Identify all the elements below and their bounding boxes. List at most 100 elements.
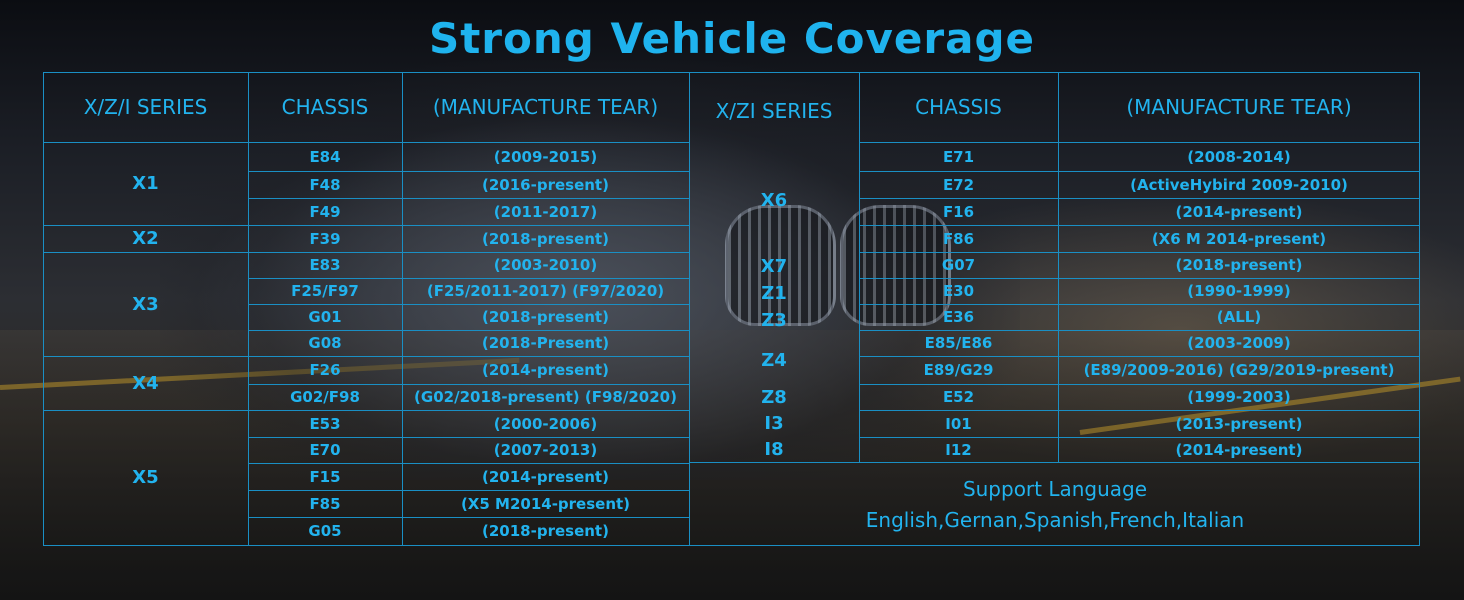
right-series-cell: I8 <box>764 439 784 460</box>
left-chassis-cell: F25/F97 <box>291 282 359 300</box>
right-chassis-cell: E52 <box>942 388 975 406</box>
right-years-cell: (1999-2003) <box>1187 388 1291 406</box>
table-gridline <box>43 142 689 143</box>
left-chassis-cell: F26 <box>309 361 341 379</box>
right-years-cell: (X6 M 2014-present) <box>1151 229 1327 248</box>
left-chassis-cell: G08 <box>308 334 342 352</box>
left-chassis-cell: E84 <box>309 147 341 166</box>
table-gridline <box>859 72 860 462</box>
left-years-cell: (2007-2013) <box>493 441 598 459</box>
left-chassis-cell: F15 <box>309 467 341 486</box>
left-years-cell: (2018-present) <box>482 522 609 540</box>
right-series-cell: Z8 <box>761 386 787 408</box>
left-chassis-cell: G01 <box>308 308 342 326</box>
table-gridline <box>248 304 689 305</box>
table-gridline <box>859 225 1419 226</box>
table-gridline <box>43 225 248 226</box>
table-gridline <box>43 72 44 545</box>
left-years-cell: (2014-present) <box>482 467 609 486</box>
table-gridline <box>859 410 1419 411</box>
right-years-cell: (2018-present) <box>1175 256 1303 274</box>
right-chassis-cell: I12 <box>945 440 972 459</box>
table-gridline <box>859 171 1419 172</box>
right-header-2: (MANUFACTURE TEAR) <box>1126 95 1352 119</box>
left-years-cell: (2016-present) <box>482 175 609 194</box>
table-gridline <box>859 437 1419 438</box>
right-years-cell: (2013-present) <box>1175 414 1303 433</box>
left-series-cell: X2 <box>132 228 159 249</box>
left-chassis-cell: G05 <box>308 522 342 540</box>
table-gridline <box>248 278 689 279</box>
table-gridline <box>859 198 1419 199</box>
right-years-cell: (2014-present) <box>1175 440 1303 459</box>
table-gridline <box>402 72 403 545</box>
right-years-cell: (2003-2009) <box>1187 334 1291 352</box>
table-gridline <box>248 490 689 491</box>
left-series-cell: X4 <box>132 372 159 394</box>
left-years-cell: (2011-2017) <box>493 202 598 221</box>
table-gridline <box>248 410 689 411</box>
table-gridline <box>43 252 248 253</box>
table-gridline <box>248 225 689 226</box>
left-years-cell: (2003-2010) <box>493 256 598 274</box>
left-chassis-cell: F85 <box>309 494 341 513</box>
table-gridline <box>1419 72 1420 545</box>
table-gridline <box>859 304 1419 305</box>
right-series-cell: Z3 <box>761 309 787 331</box>
left-years-cell: (X5 M2014-present) <box>460 494 631 513</box>
right-chassis-cell: I01 <box>945 414 972 433</box>
right-years-cell: (E89/2009-2016) (G29/2019-present) <box>1083 361 1395 379</box>
right-header-1: CHASSIS <box>915 95 1002 119</box>
left-chassis-cell: F39 <box>309 229 341 248</box>
table-gridline <box>859 384 1419 385</box>
right-chassis-cell: F16 <box>942 202 975 221</box>
right-series-cell: Z1 <box>761 282 787 304</box>
left-series-cell: X3 <box>132 293 159 315</box>
right-series-cell: X6 <box>760 189 788 211</box>
left-chassis-cell: E53 <box>309 414 341 433</box>
left-chassis-cell: G02/F98 <box>290 388 360 406</box>
table-gridline <box>859 142 1419 143</box>
support-language-list: English,Gernan,Spanish,French,Italian <box>865 508 1245 532</box>
table-gridline <box>248 198 689 199</box>
table-gridline <box>689 72 690 545</box>
table-gridline <box>43 72 1420 73</box>
table-gridline <box>859 356 1419 357</box>
table-gridline <box>248 252 689 253</box>
table-gridline <box>248 437 689 438</box>
left-years-cell: (2018-Present) <box>481 334 610 352</box>
table-gridline <box>859 330 1419 331</box>
car-grille-left <box>725 205 836 326</box>
table-gridline <box>859 252 1419 253</box>
table-gridline <box>248 330 689 331</box>
table-gridline <box>248 463 689 464</box>
left-years-cell: (2018-present) <box>482 308 609 326</box>
table-gridline <box>248 384 689 385</box>
table-gridline <box>248 517 689 518</box>
right-years-cell: (ActiveHybird 2009-2010) <box>1130 175 1348 194</box>
right-chassis-cell: F86 <box>942 229 975 248</box>
right-series-cell: I3 <box>764 413 784 434</box>
table-gridline <box>43 545 1420 546</box>
right-header-0: X/ZI SERIES <box>715 99 833 123</box>
left-years-cell: (2018-present) <box>482 229 609 248</box>
table-gridline <box>248 72 249 545</box>
left-header-0: X/Z/I SERIES <box>83 95 208 119</box>
table-gridline <box>43 410 248 411</box>
right-series-cell: Z4 <box>761 349 787 371</box>
right-chassis-cell: E36 <box>942 308 975 326</box>
support-language-heading: Support Language <box>962 477 1148 501</box>
left-chassis-cell: E83 <box>309 256 341 274</box>
left-years-cell: (F25/2011-2017) (F97/2020) <box>426 282 665 300</box>
left-series-cell: X1 <box>132 173 159 194</box>
right-years-cell: (2008-2014) <box>1187 147 1291 166</box>
table-gridline <box>248 356 689 357</box>
left-header-2: (MANUFACTURE TEAR) <box>432 95 659 119</box>
right-chassis-cell: G07 <box>941 256 976 274</box>
table-gridline <box>248 171 689 172</box>
left-years-cell: (2009-2015) <box>493 147 598 166</box>
left-chassis-cell: F48 <box>309 175 341 194</box>
right-chassis-cell: E71 <box>942 147 975 166</box>
left-years-cell: (2000-2006) <box>493 414 598 433</box>
